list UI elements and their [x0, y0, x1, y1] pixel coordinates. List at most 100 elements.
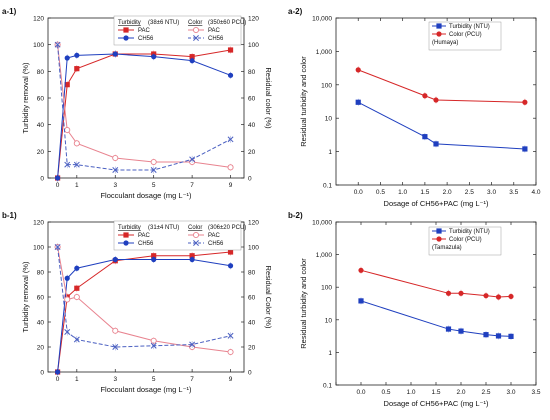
data-point — [64, 296, 71, 303]
data-point — [189, 256, 195, 263]
panel-a1: 0 0 20 20 40 40 60 60 80 80 100 100 120 120 0 1 3 5 7 9 a-1)… — [2, 7, 273, 200]
y-axis-label-right: Residual Color (%) — [264, 266, 273, 329]
data-point — [151, 54, 157, 60]
panel-label: b-1) — [2, 211, 17, 220]
x-axis-label: Dosage of CH56+PAC (mg L⁻¹) — [384, 199, 489, 208]
data-point — [483, 293, 489, 299]
x-tick-label: 3 — [113, 376, 117, 383]
legend-label: Color (PCU) — [449, 237, 482, 243]
data-point — [151, 256, 157, 263]
legend: Turbidity (NTU) Color (PCU) (Tamazula) — [428, 226, 502, 256]
legend-title-color: Color — [188, 225, 202, 231]
x-tick-label: 5 — [152, 182, 156, 189]
y-axis-label: Residual turbidity and color — [299, 56, 308, 147]
legend-marker — [193, 240, 199, 246]
y-tick-label: 40 — [37, 122, 45, 129]
data-point — [150, 167, 157, 173]
data-point — [358, 298, 364, 304]
data-point — [64, 329, 71, 335]
y-axis-label-right: Residual color (%) — [264, 67, 273, 129]
series-line-turbidity-pac — [57, 251, 231, 373]
data-point — [64, 82, 70, 88]
x-tick-label: 3.0 — [506, 389, 515, 396]
x-tick-label: 1.5 — [420, 189, 429, 196]
y-tick-label: 100 — [321, 82, 332, 89]
x-tick-label: 3.0 — [487, 189, 496, 196]
data-point — [73, 293, 80, 301]
y-tick-label: 0.1 — [323, 183, 332, 190]
legend-label: Turbidity (NTU) — [449, 229, 490, 235]
y-tick-label: 0 — [40, 370, 44, 377]
legend-detail-color: (306±20 PCU) — [208, 225, 246, 231]
legend: Turbidity (NTU) Color (PCU) (Humaya) — [428, 21, 502, 51]
data-point — [522, 146, 528, 152]
data-point — [150, 342, 157, 349]
y-tick-label: 1,000 — [316, 252, 333, 259]
y-tick-label: 60 — [37, 96, 45, 103]
legend-marker — [436, 31, 442, 37]
data-point — [73, 336, 80, 343]
legend: Turbidity (38±6 NTU) Color (350±60 PCU) PAC P… — [113, 15, 246, 46]
y-tick-label: 10 — [325, 317, 333, 324]
data-point — [112, 51, 118, 57]
x-tick-label: 2.0 — [456, 389, 465, 396]
panel-a2: 0.1 1 10 100 1,000 10,000 0.0 0.5 1.0 1.5 2.0 2.5 3.… — [288, 7, 541, 208]
legend-title-color: Color — [188, 20, 202, 26]
legend-label: PAC — [138, 233, 151, 239]
data-point — [227, 164, 234, 171]
y-axis-label: Residual turbidity and color — [299, 258, 308, 349]
panel-label: a-1) — [2, 7, 17, 16]
x-axis-label: Flocculant dosage (mg L⁻¹) — [100, 191, 192, 200]
x-tick-label: 1.5 — [431, 389, 440, 396]
y-tick-label: 80 — [37, 270, 45, 277]
panel-label: b-2) — [288, 211, 303, 220]
legend-label: CH56 — [208, 241, 224, 247]
x-tick-label: 0 — [56, 182, 60, 189]
x-axis-label: Dosage of CH56+PAC (mg L⁻¹) — [384, 399, 489, 408]
legend-title-turbidity: Turbidity — [118, 225, 141, 231]
y-tick-label: 100 — [33, 245, 44, 252]
legend-detail-color: (350±60 PCU) — [208, 20, 246, 26]
data-point — [74, 66, 80, 72]
data-point — [227, 263, 234, 269]
data-point — [458, 290, 464, 296]
data-point — [54, 41, 61, 48]
legend-marker — [123, 35, 129, 41]
data-point — [227, 332, 234, 339]
legend-label: CH56 — [138, 36, 154, 42]
data-point — [355, 67, 361, 73]
legend-detail-turbidity: (38±6 NTU) — [148, 20, 179, 26]
legend-label: Turbidity (NTU) — [449, 24, 490, 30]
data-point — [355, 99, 361, 105]
x-tick-label: 7 — [190, 182, 194, 189]
data-point — [433, 97, 439, 103]
y-axis-label: Turbidity removal (%) — [21, 62, 30, 133]
legend-marker — [193, 35, 199, 41]
data-point — [495, 333, 502, 339]
data-point — [189, 156, 196, 163]
plot-frame — [335, 17, 537, 186]
legend-box — [113, 220, 242, 251]
data-point — [55, 369, 61, 375]
data-point — [74, 52, 80, 58]
series-line-turbidity-ch56 — [57, 53, 231, 179]
data-point — [64, 126, 71, 134]
x-tick-label: 1 — [75, 376, 79, 383]
data-point — [189, 58, 195, 64]
x-tick-label: 9 — [229, 182, 233, 189]
y-tick-label-right: 60 — [248, 96, 256, 103]
y-tick-label-right: 120 — [248, 16, 259, 23]
data-point — [495, 294, 502, 300]
data-point — [112, 344, 119, 350]
data-point — [445, 326, 452, 332]
data-point — [112, 327, 119, 334]
data-point — [227, 72, 234, 78]
y-tick-label: 40 — [37, 320, 45, 327]
x-tick-label: 3 — [113, 182, 117, 189]
data-point — [73, 161, 80, 168]
panel-label: a-2) — [288, 7, 303, 16]
legend-detail-turbidity: (31±4 NTU) — [148, 225, 179, 231]
data-point — [189, 253, 195, 259]
x-tick-label: 5 — [152, 376, 156, 383]
x-tick-label: 0.5 — [381, 389, 390, 396]
